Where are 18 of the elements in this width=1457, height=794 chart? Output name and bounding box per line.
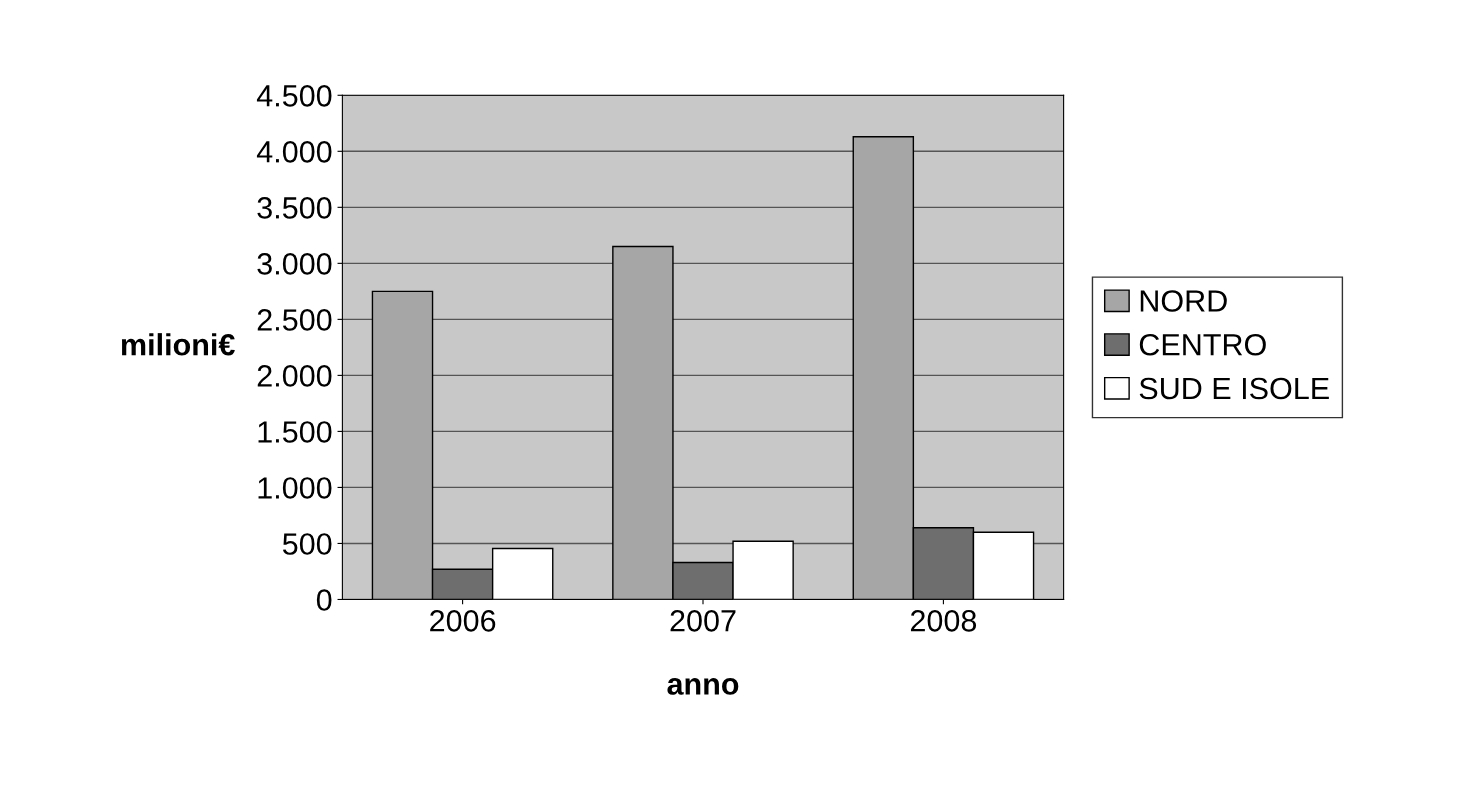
y-tick-label: 500	[282, 533, 332, 555]
legend-label: NORD	[1140, 290, 1227, 312]
x-tick-label: 2007	[670, 610, 736, 632]
y-tick-label: 2.500	[257, 309, 332, 331]
y-tick-label: 3.500	[257, 197, 332, 219]
y-axis-title: milioni€	[121, 333, 235, 356]
y-tick-label: 4.500	[256, 85, 332, 107]
x-axis-title: anno	[667, 678, 739, 695]
y-tick-label: 1.000	[258, 477, 332, 499]
legend-label: CENTRO	[1139, 333, 1266, 356]
legend-label: SUD E ISOLE	[1139, 377, 1329, 400]
y-tick-label: 2.000	[257, 365, 332, 387]
x-tick-label: 2006	[430, 610, 496, 632]
y-tick-label: 4.000	[256, 141, 332, 163]
y-tick-label: 1.500	[258, 421, 332, 443]
y-tick-label: 0	[316, 589, 332, 611]
y-tick-label: 3.000	[257, 253, 332, 275]
x-tick-label: 2008	[910, 610, 977, 632]
